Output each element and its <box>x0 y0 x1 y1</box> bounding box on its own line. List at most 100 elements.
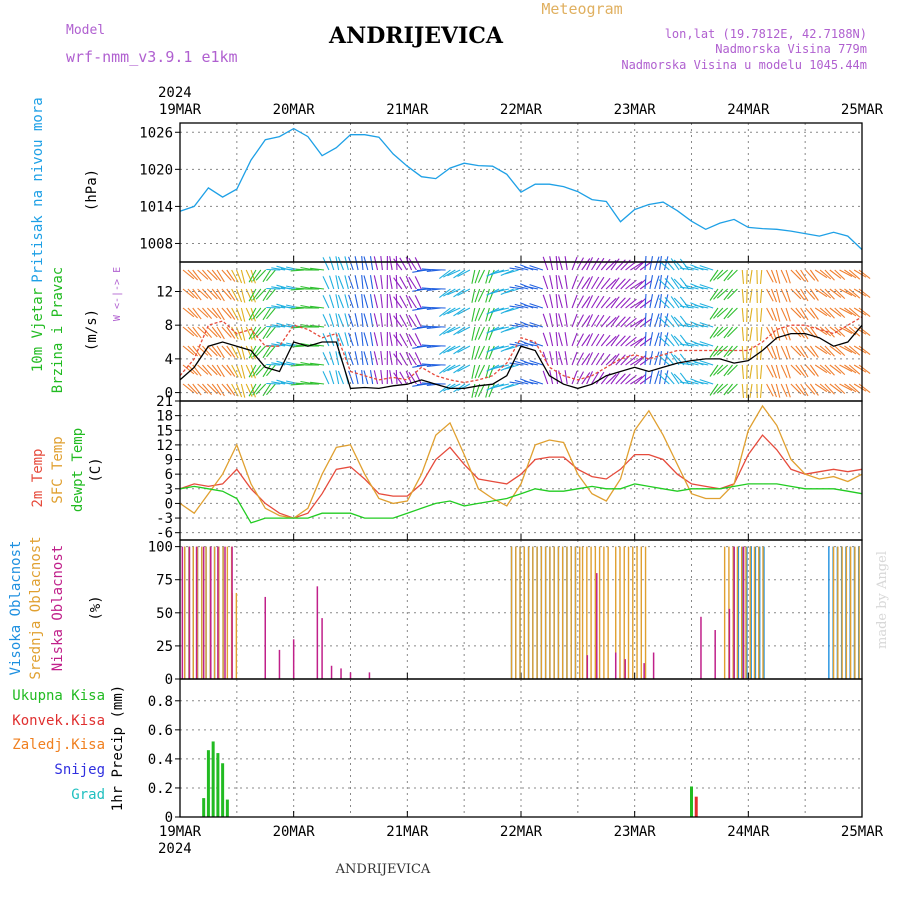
wind-arrow <box>416 269 432 272</box>
wind-arrow <box>644 331 647 347</box>
wind-arrow <box>694 323 709 328</box>
wind-arrow <box>780 288 788 302</box>
wind-arrow <box>280 382 295 385</box>
wind-arrow <box>839 269 853 277</box>
wind-arrow <box>211 307 222 320</box>
wind-arrow <box>625 336 637 347</box>
wind-arrow <box>670 296 680 309</box>
wind-arrow <box>335 294 340 309</box>
wind-arrow <box>644 274 647 290</box>
wind-arrow <box>322 333 330 347</box>
wind-arrow <box>549 351 554 366</box>
y-tick-label: 1020 <box>139 162 173 178</box>
wind-arrow <box>211 383 222 396</box>
wind-arrow <box>495 307 509 312</box>
wind-arrow <box>187 269 198 281</box>
pressure-line <box>179 127 863 251</box>
wind-arrow <box>439 345 451 356</box>
wind-arrow <box>600 296 611 309</box>
wind-arrow <box>514 265 529 271</box>
wind-arrow <box>800 364 809 378</box>
wind-arrow <box>571 332 578 347</box>
wind-arrow <box>571 351 578 366</box>
wind-arrow <box>699 322 714 328</box>
top-day-label: 21MAR <box>386 102 429 118</box>
wind-arrow <box>206 288 218 300</box>
top-day-label: 23MAR <box>614 102 657 118</box>
wind-arrow <box>834 364 846 375</box>
wind-arrow <box>694 266 709 271</box>
wind-arrow <box>416 383 432 386</box>
wind-arrow <box>471 307 476 322</box>
wind-arrow <box>723 326 733 339</box>
wind-arrow <box>187 326 198 338</box>
wind-arrow <box>280 306 295 309</box>
wind-arrow <box>216 326 225 340</box>
wind-arrow <box>514 379 529 385</box>
wind-arrow <box>615 354 626 366</box>
wind-arrow <box>509 305 524 309</box>
wind-arrow <box>664 373 675 385</box>
wind-arrow <box>634 279 646 290</box>
wind-arrow <box>679 334 690 347</box>
wind-arrow <box>809 288 819 301</box>
wind-arrow <box>615 278 626 290</box>
wind-arrow <box>749 364 753 379</box>
wind-arrow <box>354 275 359 290</box>
wind-arrow <box>759 364 763 379</box>
wind-arrow <box>322 257 330 271</box>
wind-arrow <box>770 364 778 379</box>
wind-arrow <box>785 364 791 379</box>
precip_total-bar <box>221 763 225 817</box>
wind-arrow <box>335 256 340 271</box>
wind-arrow <box>770 269 778 284</box>
wind-arrow <box>271 286 286 290</box>
wind-arrow <box>759 326 763 341</box>
model-elevation-text: Nadmorska Visina u modelu 1045.44m <box>621 58 867 72</box>
wind-arrow <box>564 294 568 309</box>
wind-arrow <box>649 275 654 290</box>
wind-arrow <box>654 351 660 366</box>
wind-arrow <box>605 278 617 290</box>
wind-arrow <box>373 256 379 271</box>
wind-arrow <box>216 364 225 378</box>
wind-arrow <box>221 326 232 338</box>
wind-arrow <box>723 383 733 396</box>
wind-arrow <box>408 333 417 347</box>
wind-arrow <box>344 294 349 309</box>
bottom-day-label: 19MAR <box>159 824 202 840</box>
wind-arrow <box>245 364 253 378</box>
cloud_low-bar <box>742 546 745 679</box>
wind-arrow <box>202 364 213 376</box>
wind-arrow <box>488 345 495 360</box>
wind-arrow <box>474 307 481 322</box>
wind-arrow <box>858 288 871 299</box>
cloud_low-bar <box>714 630 716 679</box>
wind-arrow <box>699 360 714 366</box>
wind-arrow <box>615 373 626 385</box>
precip_total-bar <box>206 750 210 817</box>
wind-arrow <box>600 334 611 347</box>
wind-arrow <box>443 345 456 354</box>
wind-arrow <box>226 326 236 339</box>
y-tick-label: 9 <box>165 453 173 469</box>
wind-arrow <box>699 284 714 290</box>
wind-arrow <box>322 314 330 328</box>
wind-arrow <box>322 276 330 290</box>
wind-arrow <box>245 269 253 283</box>
wind-arrow <box>457 269 471 277</box>
wind-arrow <box>255 383 267 395</box>
wind-arrow <box>800 269 809 283</box>
wind-arrow <box>664 259 675 271</box>
wind-arrow <box>699 341 714 347</box>
wind-arrow <box>361 275 364 290</box>
wind-arrow <box>211 345 222 358</box>
wind-arrow <box>271 381 286 385</box>
wind-arrow <box>216 345 225 359</box>
wind-arrow <box>581 258 591 271</box>
wind-arrow <box>805 345 816 357</box>
wind-arrow <box>839 383 853 391</box>
wind-arrow <box>373 332 379 347</box>
wind-arrow <box>644 255 647 271</box>
precip_conv-bar <box>694 796 698 817</box>
